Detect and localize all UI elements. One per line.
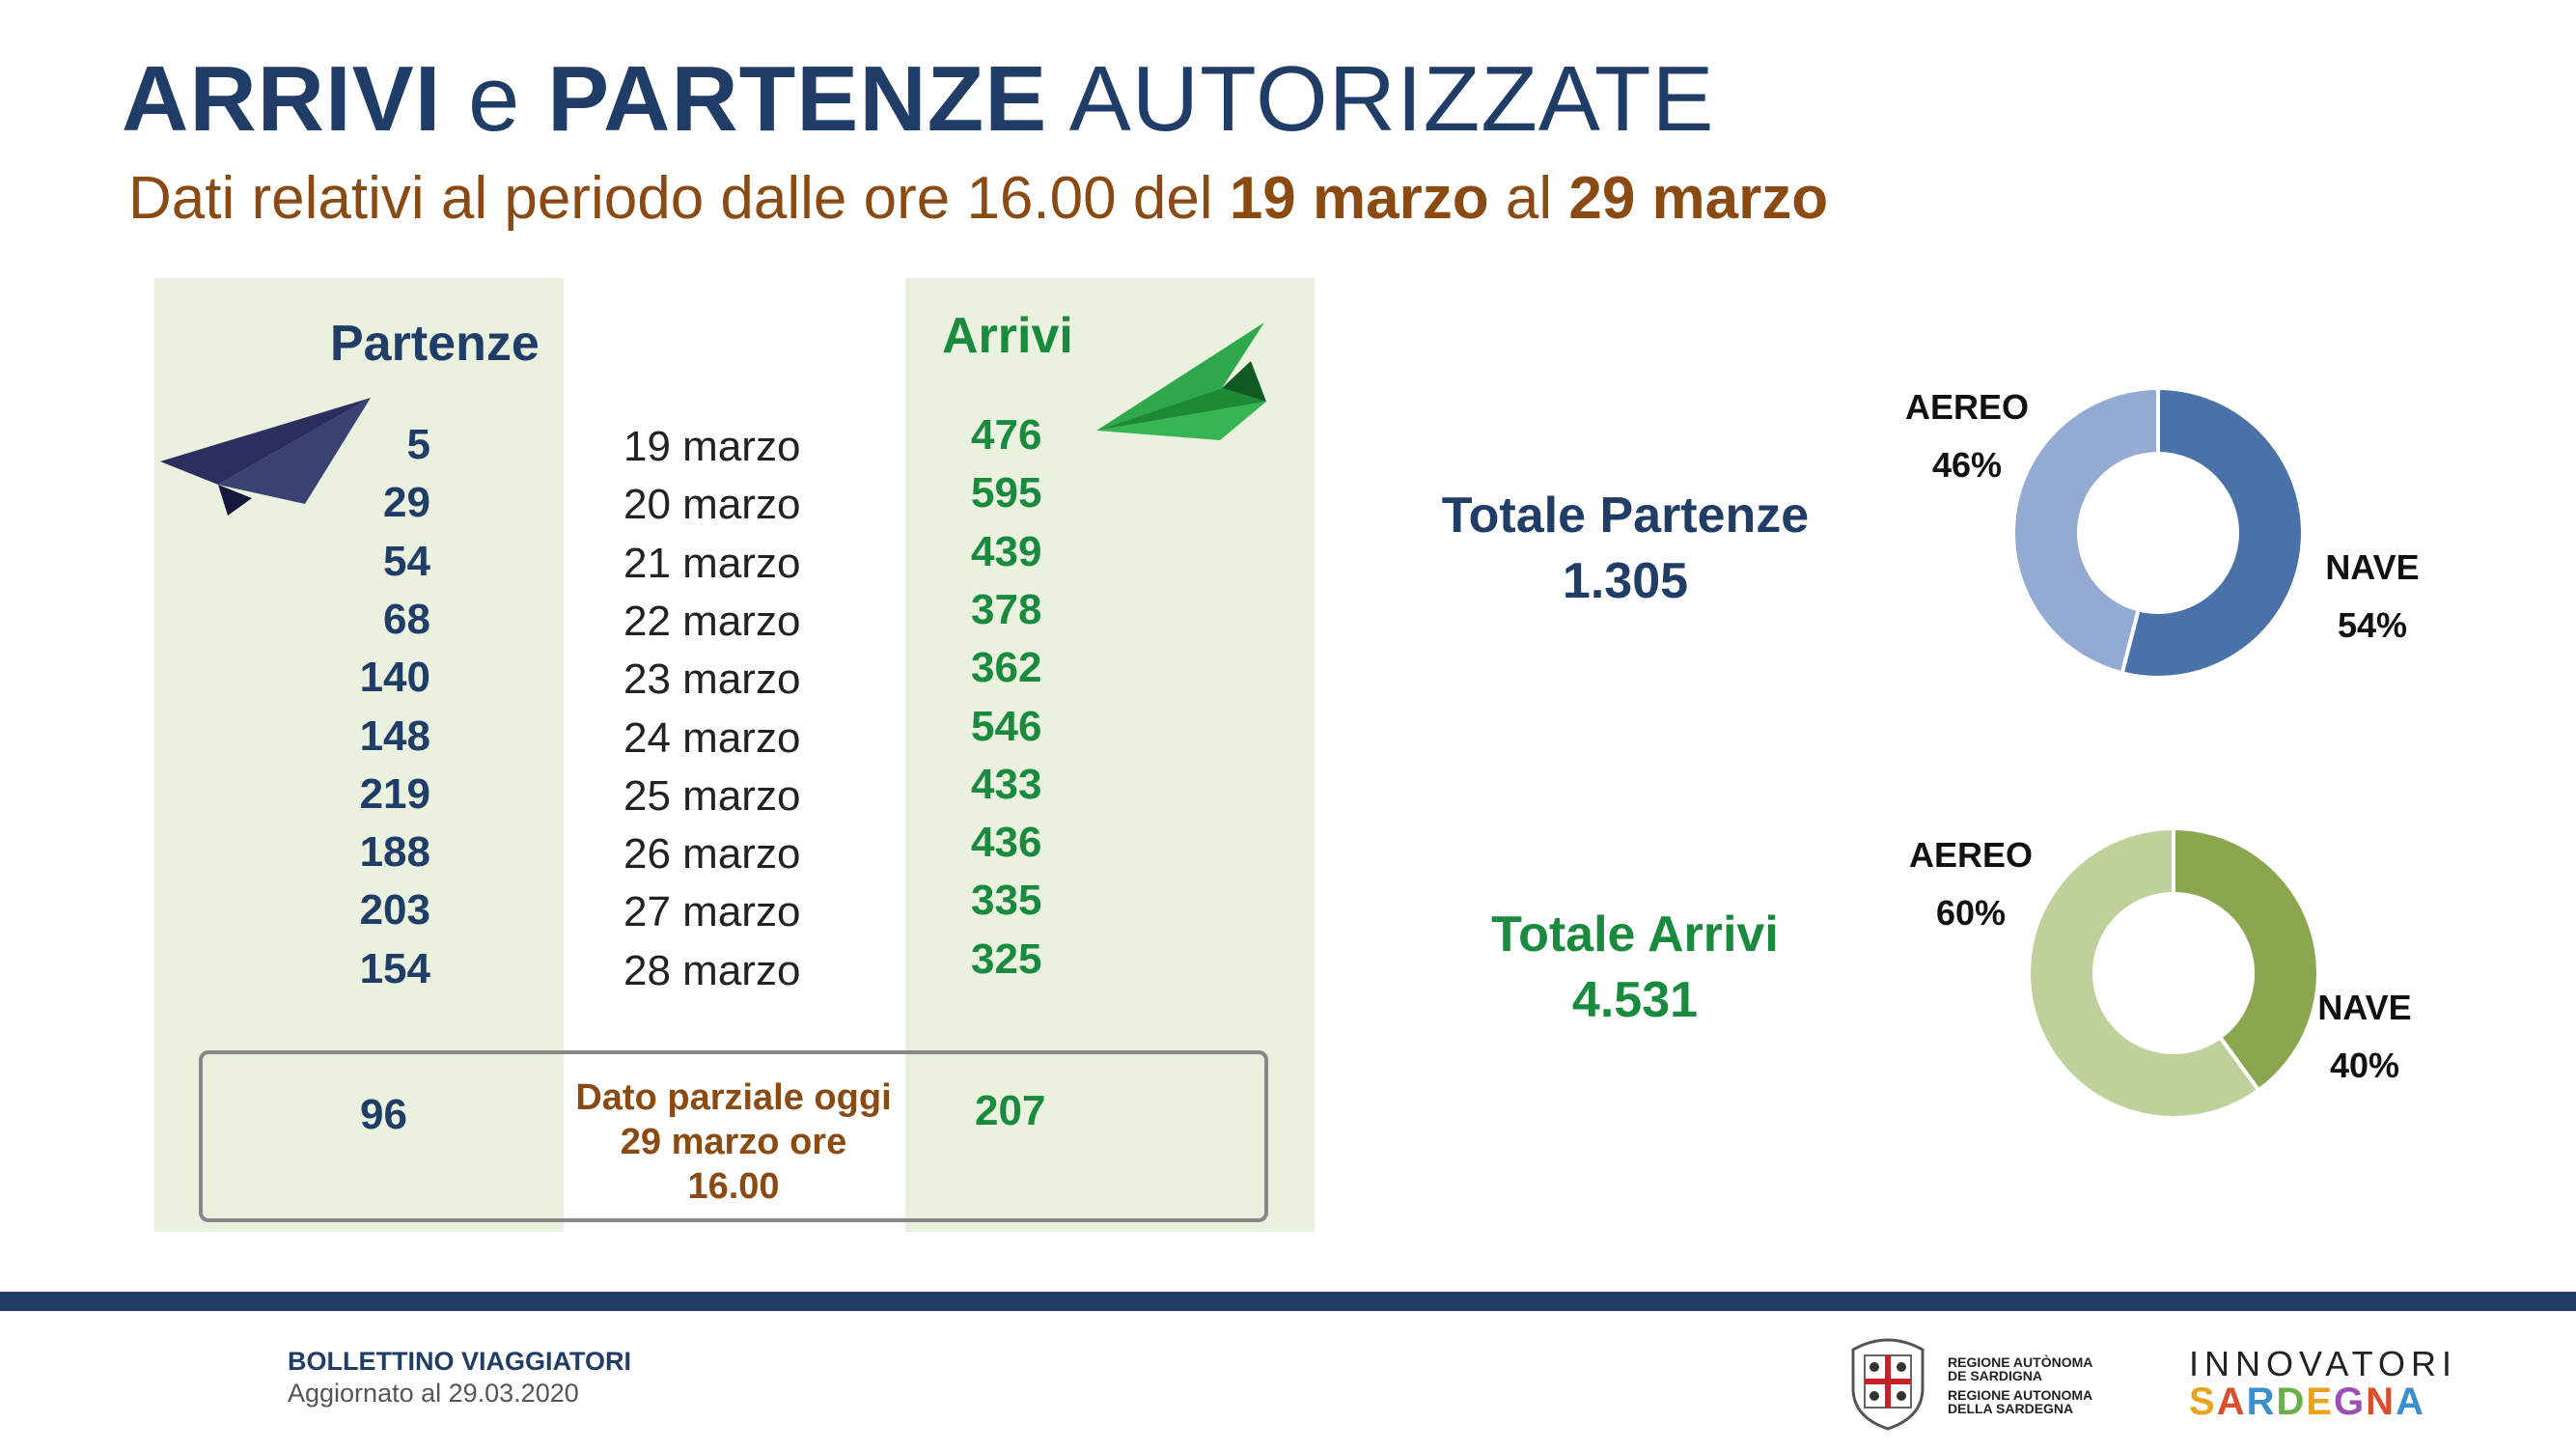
partenze-nave-pct: 54% (2337, 605, 2408, 645)
totale-arrivi: Totale Arrivi 4.531 (1394, 902, 1876, 1033)
arrivi-value: 476 (971, 411, 1042, 459)
arrivi-aereo-label: AEREO 60% (1894, 826, 2048, 942)
partenze-value: 188 (359, 828, 430, 877)
subtitle-text-1: Dati relativi al periodo dalle ore 16.00… (128, 165, 1213, 232)
title-arrivi: ARRIVI (122, 47, 442, 151)
arrivi-value: 335 (971, 877, 1042, 925)
donut-slice-nave (2119, 385, 2305, 680)
date-label: 23 marzo (623, 656, 801, 704)
paper-plane-partenze-icon (160, 398, 371, 516)
date-label: 19 marzo (623, 423, 801, 470)
date-label: 24 marzo (623, 713, 801, 762)
date-label: 22 marzo (623, 597, 801, 645)
partial-data-box (199, 1050, 1268, 1222)
partenze-aereo-pct: 46% (1931, 445, 2003, 485)
title-autorizzate: AUTORIZZATE (1068, 47, 1715, 151)
date-label: 28 marzo (623, 946, 801, 994)
title-e: e (468, 47, 521, 151)
date-label: 20 marzo (623, 481, 801, 529)
partial-data-label: Dato parziale oggi 29 marzo ore 16.00 (560, 1075, 907, 1209)
partenze-value: 140 (359, 654, 430, 702)
partenze-value: 5 (406, 421, 430, 468)
arrivi-nave-label: NAVE 40% (2287, 979, 2442, 1095)
arrivi-panel (905, 278, 1315, 1232)
subtitle-date-start: 19 marzo (1229, 165, 1489, 232)
region-line1: REGIONE AUTÒNOMA (1948, 1354, 2093, 1370)
totale-partenze-value: 1.305 (1562, 553, 1689, 609)
partenze-value: 68 (383, 595, 430, 643)
partenze-value: 219 (359, 769, 430, 818)
page-subtitle: Dati relativi al periodo dalle ore 16.00… (128, 164, 1828, 233)
footer-subtitle: Aggiornato al 29.03.2020 (288, 1379, 579, 1408)
date-label: 27 marzo (623, 888, 801, 936)
totale-arrivi-label: Totale Arrivi (1491, 907, 1779, 963)
arrivi-value: 546 (971, 702, 1042, 750)
partenze-panel (154, 278, 564, 1232)
region-line3: REGIONE AUTONOMA (1948, 1387, 2093, 1403)
partial-label-line1: Dato parziale oggi (575, 1077, 892, 1118)
partial-arrivi-value: 207 (975, 1087, 1046, 1134)
partenze-header: Partenze (330, 316, 540, 372)
partenze-value: 29 (383, 479, 430, 527)
footer-divider (0, 1292, 2576, 1311)
regione-coat-of-arms-icon (1851, 1338, 1925, 1431)
arrivi-value: 436 (971, 819, 1042, 867)
partenze-value: 148 (359, 712, 430, 760)
date-label: 26 marzo (623, 830, 801, 879)
donut-slice-aereo (2027, 825, 2261, 1120)
donut-slice-aereo (2011, 385, 2160, 676)
region-line4: DELLA SARDEGNA (1948, 1401, 2074, 1416)
partenze-value: 203 (359, 886, 430, 935)
partenze-aereo-name: AEREO (1904, 387, 2030, 427)
footer-title: BOLLETTINO VIAGGIATORI (288, 1347, 631, 1376)
subtitle-text-2: al (1505, 165, 1553, 232)
donut-arrivi (2027, 825, 2320, 1120)
title-partenze: PARTENZE (547, 47, 1048, 151)
partenze-value: 154 (359, 944, 430, 992)
partenze-nave-name: NAVE (2325, 547, 2420, 587)
totale-partenze-label: Totale Partenze (1441, 488, 1810, 544)
partenze-nave-label: NAVE 54% (2295, 539, 2450, 655)
arrivi-value: 595 (971, 469, 1042, 517)
arrivi-header: Arrivi (942, 308, 1073, 364)
date-label: 25 marzo (623, 771, 801, 820)
arrivi-value: 439 (971, 527, 1042, 575)
region-line2: DE SARDIGNA (1948, 1368, 2043, 1383)
donut-slice-nave (2172, 825, 2320, 1094)
arrivi-value: 378 (971, 585, 1042, 633)
date-label: 21 marzo (623, 539, 801, 587)
subtitle-date-end: 29 marzo (1568, 165, 1829, 232)
paper-plane-arrivi-icon (1096, 322, 1266, 440)
regione-text: REGIONE AUTÒNOMA DE SARDIGNA REGIONE AUT… (1948, 1355, 2092, 1415)
totale-partenze: Totale Partenze 1.305 (1384, 483, 1867, 614)
arrivi-nave-name: NAVE (2317, 988, 2412, 1027)
partial-partenze-value: 96 (360, 1091, 407, 1138)
partenze-aereo-label: AEREO 46% (1890, 378, 2044, 494)
arrivi-aereo-pct: 60% (1935, 893, 2007, 933)
arrivi-value: 325 (971, 935, 1042, 983)
partenze-value: 54 (383, 537, 430, 585)
partial-label-line2: 29 marzo ore (620, 1122, 847, 1162)
arrivi-aereo-name: AEREO (1908, 835, 2034, 875)
donut-partenze (2011, 385, 2305, 680)
sardegna-logo-text: SARDEGNA (2189, 1381, 2425, 1423)
arrivi-nave-pct: 40% (2329, 1046, 2400, 1085)
innovatori-logo-text: INNOVATORI (2189, 1344, 2458, 1383)
totale-arrivi-value: 4.531 (1571, 972, 1699, 1028)
partial-label-line3: 16.00 (687, 1166, 780, 1207)
page-title: ARRIVI e PARTENZE AUTORIZZATE (122, 46, 1715, 153)
arrivi-value: 433 (971, 760, 1042, 808)
arrivi-value: 362 (971, 644, 1042, 692)
